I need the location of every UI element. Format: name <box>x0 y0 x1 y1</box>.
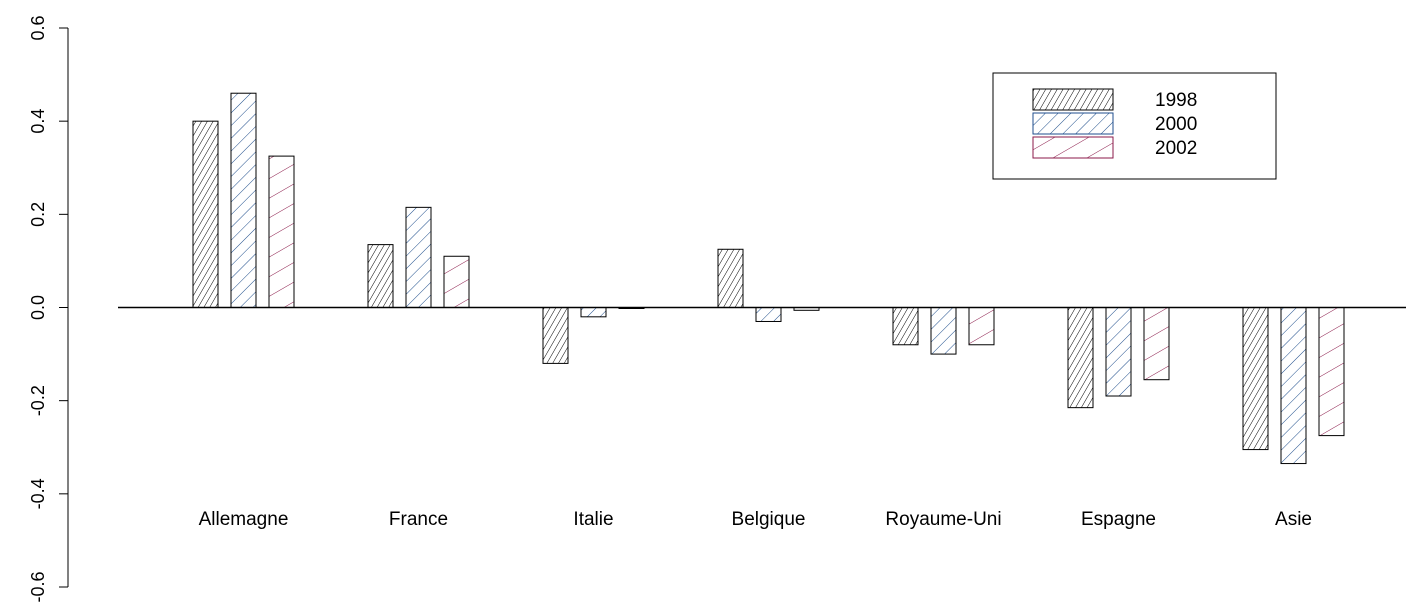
y-tick-label: -0.2 <box>28 385 48 416</box>
legend-label-2000: 2000 <box>1155 114 1197 135</box>
category-label: Belgique <box>732 509 806 530</box>
y-tick-label: 0.6 <box>28 15 48 40</box>
y-tick-label: 0.0 <box>28 295 48 320</box>
bar-asie-1998 <box>1242 307 1269 451</box>
category-label: Asie <box>1275 509 1312 530</box>
bar-royaume-uni-1998 <box>892 307 919 346</box>
bar-allemagne-2000 <box>230 92 257 309</box>
category-label: Allemagne <box>199 509 289 530</box>
legend-swatch-1998 <box>1032 88 1114 111</box>
category-label: France <box>389 509 448 530</box>
bar-asie-2002 <box>1318 307 1345 437</box>
y-tick-label: -0.4 <box>28 478 48 509</box>
bar-italie-1998 <box>542 307 569 364</box>
legend-swatch-2002 <box>1032 136 1114 159</box>
bar-royaume-uni-2002 <box>968 307 995 346</box>
bar-france-2002 <box>443 255 470 308</box>
legend: 1998 2000 2002 <box>992 72 1277 180</box>
bar-belgique-2000 <box>755 307 782 322</box>
category-label: Espagne <box>1081 509 1156 530</box>
bar-allemagne-2002 <box>268 155 295 308</box>
y-tick-label: 0.2 <box>28 202 48 227</box>
bar-royaume-uni-2000 <box>930 307 957 355</box>
bar-allemagne-1998 <box>192 120 219 308</box>
legend-label-2002: 2002 <box>1155 138 1197 159</box>
bar-asie-2000 <box>1280 307 1307 465</box>
y-tick-label: 0.4 <box>28 109 48 134</box>
category-label: Italie <box>573 509 613 530</box>
bar-france-1998 <box>367 244 394 309</box>
legend-label-1998: 1998 <box>1155 90 1197 111</box>
bar-france-2000 <box>405 206 432 309</box>
y-tick-label: -0.6 <box>28 571 48 602</box>
category-label: Royaume-Uni <box>885 509 1001 530</box>
bar-espagne-2002 <box>1143 307 1170 381</box>
bar-italie-2000 <box>580 307 607 318</box>
bar-belgique-1998 <box>717 248 744 308</box>
bar-espagne-1998 <box>1067 307 1094 409</box>
bar-espagne-2000 <box>1105 307 1132 397</box>
y-axis: -0.6 -0.4 -0.2 0.0 0.2 0.4 0.6 <box>28 15 69 603</box>
legend-swatch-2000 <box>1032 112 1114 135</box>
category-labels: Allemagne France Italie Belgique Royaume-Uni… <box>199 509 1312 530</box>
bar-group <box>192 92 1345 465</box>
